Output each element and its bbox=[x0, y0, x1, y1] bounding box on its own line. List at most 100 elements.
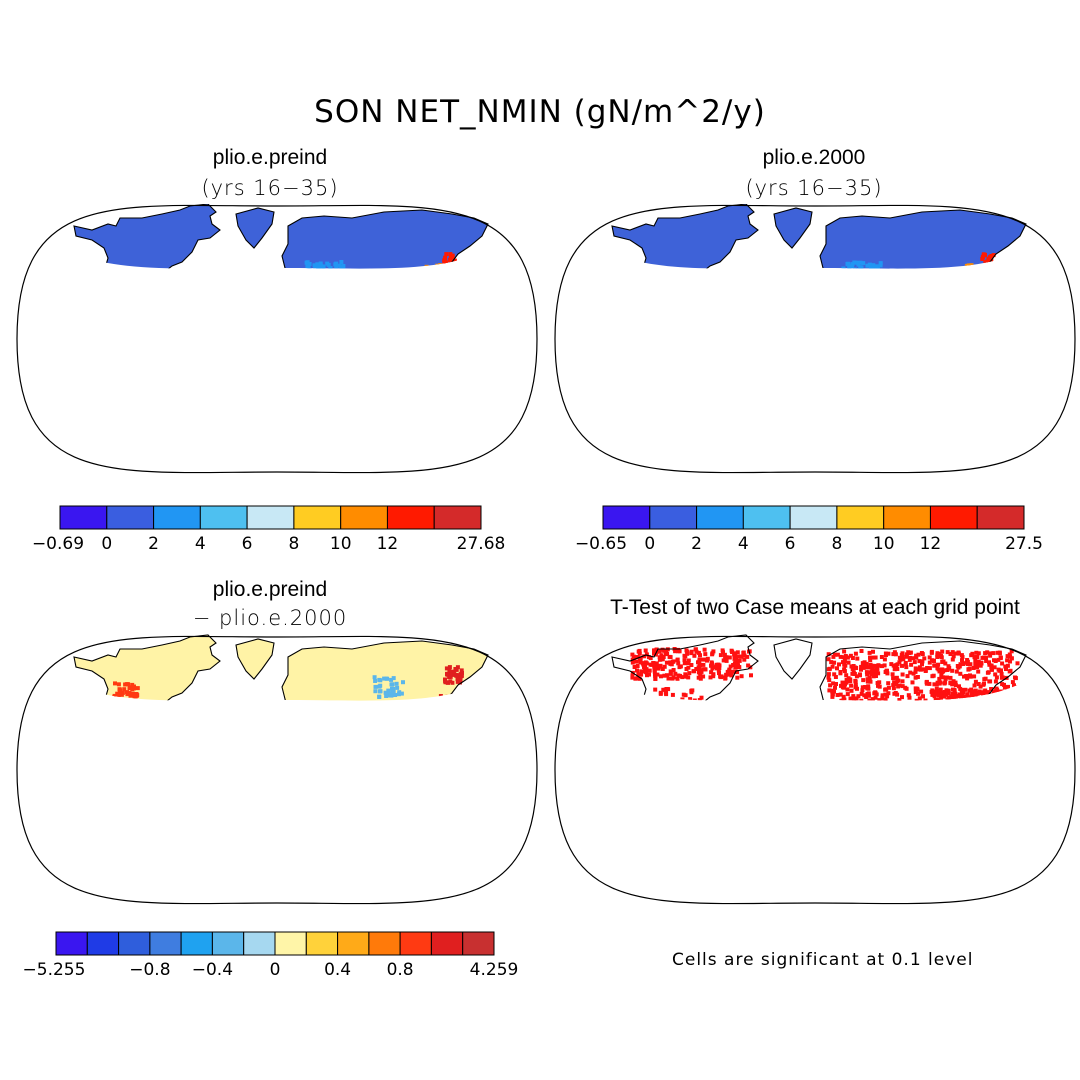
coastline-centralAmerica bbox=[134, 735, 168, 763]
colorbar-swatch bbox=[337, 931, 370, 956]
coastline-arabia bbox=[888, 719, 920, 749]
coastline-eurasia bbox=[281, 209, 489, 269]
colorbar-tick-label: 6 bbox=[242, 534, 253, 554]
colorbar-tick-label: −0.8 bbox=[129, 960, 170, 980]
land-antarctica bbox=[108, 438, 512, 466]
colorbar-tick-label: −5.255 bbox=[23, 960, 86, 980]
coastline-antarctica bbox=[646, 869, 1050, 897]
colorbar-swatch bbox=[59, 505, 108, 530]
coastline-arabia bbox=[350, 288, 382, 318]
land-africa bbox=[274, 284, 368, 382]
land-southAmerica bbox=[158, 757, 226, 863]
land-northAmerica bbox=[612, 635, 758, 701]
colorbar-swatch bbox=[836, 505, 885, 530]
land-africa bbox=[812, 715, 906, 813]
colorbar-tick-label: −0.4 bbox=[192, 960, 233, 980]
coastline-northAmerica bbox=[611, 204, 759, 269]
land-antarctica bbox=[646, 869, 1050, 897]
coastline-greenland bbox=[773, 207, 813, 249]
colorbar-tick-label: 6 bbox=[785, 534, 796, 554]
colorbar-swatch bbox=[929, 505, 978, 530]
colorbar-swatch bbox=[243, 931, 276, 956]
colorbar-swatch bbox=[386, 505, 435, 530]
colorbar-swatch bbox=[433, 505, 482, 530]
colorbar-swatch bbox=[153, 505, 201, 530]
land-northAmerica bbox=[74, 635, 220, 701]
coastline-seAsia bbox=[412, 320, 486, 350]
colorbar-swatch bbox=[86, 931, 120, 956]
panel1-colorbar: −0.69 0 2 4 6 8 10 12 27.68 bbox=[32, 505, 506, 554]
land-northAmerica bbox=[74, 204, 220, 269]
land-seAsia bbox=[412, 751, 486, 781]
land-australia bbox=[440, 352, 502, 398]
colorbar-tick-label: 12 bbox=[377, 534, 399, 554]
map-border bbox=[554, 204, 1076, 474]
coastline-seAsia bbox=[950, 320, 1024, 350]
land-seAsia bbox=[412, 320, 486, 350]
coastline-eurasia bbox=[819, 209, 1027, 269]
colorbar-swatch bbox=[106, 505, 155, 530]
colorbar-tick-label: 10 bbox=[873, 534, 895, 554]
land-centralAmerica bbox=[134, 735, 168, 763]
panel1-subtitle: (yrs 16−35) bbox=[201, 176, 339, 200]
land-eurasia bbox=[282, 210, 488, 269]
colorbar-tick-label: 2 bbox=[691, 534, 702, 554]
land-greenland bbox=[774, 208, 812, 248]
colorbar-swatch bbox=[180, 931, 213, 956]
colorbar-tick-label: 10 bbox=[330, 534, 352, 554]
colorbar-swatch bbox=[602, 505, 651, 530]
coastline-eurasia bbox=[819, 640, 1027, 701]
panel2-title: plio.e.2000 bbox=[762, 146, 866, 169]
land-eurasia bbox=[820, 210, 1026, 269]
coastline-northAmerica bbox=[73, 204, 221, 269]
coastline-centralAmerica bbox=[134, 304, 168, 332]
significance-note: Cells are significant at 0.1 level bbox=[672, 950, 974, 970]
colorbar-tick-label: 2 bbox=[148, 534, 159, 554]
coastline-seAsia bbox=[412, 751, 486, 781]
land-greenland bbox=[774, 639, 812, 679]
colorbar-tick-label: 0 bbox=[101, 534, 112, 554]
colorbar-tick-label: −0.65 bbox=[575, 534, 627, 554]
colorbar-swatch bbox=[55, 931, 88, 956]
colorbar-tick-label: 0 bbox=[270, 960, 281, 980]
coastline-africa bbox=[274, 715, 368, 813]
coastline-southAmerica bbox=[696, 326, 764, 432]
map-border bbox=[554, 635, 1076, 905]
panel3-subtitle: − plio.e.2000 bbox=[192, 606, 348, 630]
colorbar-swatch bbox=[368, 931, 401, 956]
land-greenland bbox=[236, 208, 274, 248]
map-border bbox=[16, 635, 538, 905]
colorbar-tick-label: 27.68 bbox=[457, 534, 506, 554]
land-northAmerica bbox=[612, 204, 758, 269]
land-australia bbox=[978, 783, 1040, 829]
coastline-greenland bbox=[235, 207, 275, 249]
coastline-arabia bbox=[350, 719, 382, 749]
panel3-map bbox=[16, 634, 538, 905]
coastline-centralAmerica bbox=[672, 735, 706, 763]
colorbar-swatch bbox=[211, 931, 245, 956]
land-centralAmerica bbox=[672, 304, 706, 332]
colorbar-swatch bbox=[293, 505, 342, 530]
colorbar-swatch bbox=[199, 505, 248, 530]
panel4-map bbox=[554, 634, 1076, 905]
colorbar-swatch bbox=[246, 505, 295, 530]
coastline-africa bbox=[274, 284, 368, 382]
land-arabia bbox=[888, 288, 920, 318]
coastline-arabia bbox=[888, 288, 920, 318]
coastline-africa bbox=[812, 284, 906, 382]
colorbar-tick-label: 12 bbox=[920, 534, 942, 554]
panel2-colorbar: −0.65 0 2 4 6 8 10 12 27.5 bbox=[575, 505, 1043, 554]
colorbar-tick-label: 0.4 bbox=[324, 960, 351, 980]
land-arabia bbox=[888, 719, 920, 749]
colorbar-swatch bbox=[883, 505, 932, 530]
land-centralAmerica bbox=[672, 735, 706, 763]
land-arabia bbox=[350, 719, 382, 749]
colorbar-swatch bbox=[696, 505, 744, 530]
colorbar-tick-label: 4 bbox=[195, 534, 206, 554]
land-australia bbox=[978, 352, 1040, 398]
coastline-antarctica bbox=[108, 869, 512, 897]
land-africa bbox=[812, 284, 906, 382]
figure-title: SON NET_NMIN (gN/m^2/y) bbox=[314, 94, 766, 130]
panel3-title: plio.e.preind bbox=[212, 578, 328, 601]
coastline-greenland bbox=[773, 638, 813, 680]
